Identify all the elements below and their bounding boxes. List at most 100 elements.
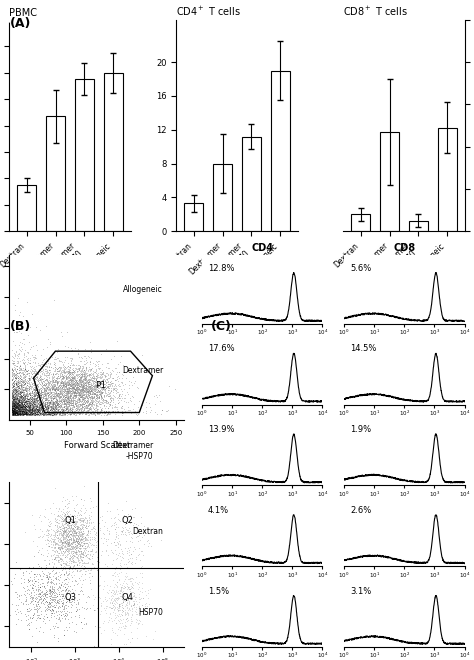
Point — [77, 384, 85, 395]
Point — [101, 385, 109, 395]
Point — [46, 377, 53, 387]
Y-axis label: Dextramer
-HSP70: Dextramer -HSP70 — [112, 442, 154, 461]
Point — [66, 402, 74, 412]
Point — [16, 405, 23, 416]
Point — [70, 542, 77, 552]
Point — [19, 377, 27, 387]
Point — [20, 583, 27, 593]
Point — [33, 375, 40, 385]
Point — [122, 578, 130, 589]
Point — [28, 403, 36, 413]
Point — [20, 409, 28, 419]
Point — [67, 521, 74, 531]
Point — [40, 369, 48, 380]
Point — [56, 356, 64, 366]
Point — [80, 370, 88, 381]
Point — [8, 401, 16, 411]
Point — [79, 522, 86, 533]
Point — [91, 383, 99, 394]
Point — [81, 364, 88, 375]
Point — [48, 407, 55, 418]
Point — [32, 387, 40, 397]
Point — [68, 510, 75, 521]
Point — [82, 399, 90, 410]
Point — [86, 407, 93, 418]
Point — [59, 492, 67, 503]
Point — [31, 576, 39, 586]
Point — [89, 387, 97, 398]
Point — [87, 537, 94, 548]
Point — [33, 387, 41, 397]
Point — [54, 385, 62, 396]
Point — [74, 407, 82, 418]
Point — [34, 379, 42, 389]
Point — [54, 407, 61, 418]
Point — [40, 409, 47, 419]
Point — [69, 407, 77, 418]
Point — [80, 380, 88, 391]
Point — [77, 551, 84, 562]
Point — [113, 576, 121, 587]
Point — [11, 387, 19, 397]
Point — [64, 368, 71, 379]
Point — [62, 566, 70, 576]
Point — [50, 407, 57, 417]
Point — [75, 363, 82, 374]
Point — [75, 407, 82, 418]
Point — [9, 405, 16, 415]
Point — [28, 394, 36, 405]
Point — [66, 403, 73, 414]
Point — [56, 543, 64, 554]
Point — [73, 541, 81, 551]
Point — [79, 515, 86, 525]
Point — [19, 599, 27, 610]
Point — [108, 513, 115, 523]
Point — [11, 378, 19, 389]
Point — [19, 376, 27, 387]
Point — [122, 496, 129, 506]
Point — [19, 582, 27, 593]
Point — [66, 391, 73, 402]
Point — [20, 405, 28, 415]
Point — [25, 404, 33, 414]
Point — [87, 387, 94, 397]
Point — [120, 583, 128, 593]
Point — [43, 387, 51, 398]
Point — [62, 384, 69, 395]
Point — [55, 391, 63, 402]
Point — [80, 365, 88, 376]
Point — [82, 546, 89, 557]
Y-axis label: Dextran: Dextran — [132, 527, 163, 537]
Point — [11, 406, 18, 416]
Point — [36, 403, 44, 414]
Point — [72, 380, 79, 391]
Point — [66, 379, 74, 390]
Point — [59, 531, 67, 542]
Point — [28, 399, 36, 410]
Point — [66, 369, 73, 380]
Point — [11, 405, 18, 416]
Point — [14, 390, 22, 401]
Point — [64, 383, 72, 394]
Point — [123, 373, 130, 383]
Point — [24, 405, 32, 416]
Point — [82, 344, 89, 354]
Point — [27, 381, 34, 392]
Point — [34, 637, 41, 647]
Point — [128, 588, 135, 599]
Point — [64, 541, 71, 551]
Point — [48, 405, 56, 415]
Point — [110, 391, 118, 401]
Point — [57, 403, 65, 414]
Point — [72, 399, 80, 410]
Point — [16, 406, 24, 416]
Point — [65, 537, 73, 547]
Point — [109, 383, 117, 393]
Point — [14, 380, 21, 391]
Point — [44, 391, 52, 402]
Point — [71, 537, 78, 547]
Point — [54, 622, 61, 633]
Point — [102, 377, 110, 387]
Point — [72, 386, 79, 397]
Point — [76, 371, 83, 381]
